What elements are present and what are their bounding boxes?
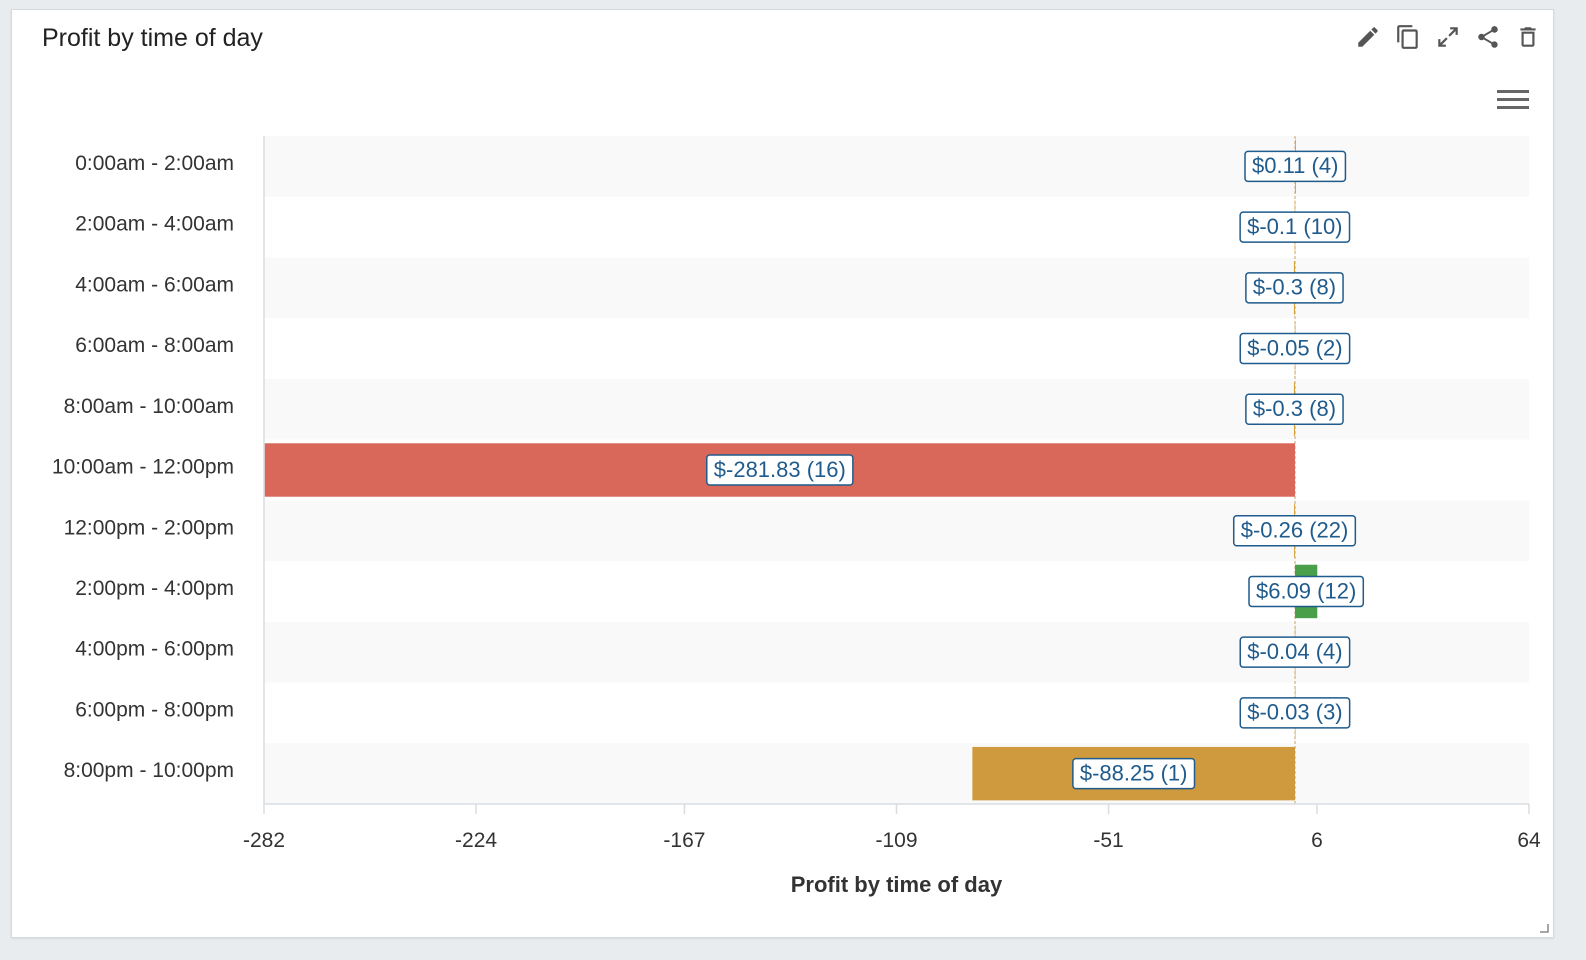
data-label: $6.09 (12) [1248,575,1365,608]
data-label: $-0.04 (4) [1239,636,1351,668]
duplicate-button[interactable] [1391,20,1425,54]
category-label: 6:00pm - 8:00pm [75,698,234,721]
data-label: $-0.05 (2) [1239,332,1351,365]
bar-chart: 0:00am - 2:00am 2:00am - 4:00am 4:00am - 6… [52,136,1541,897]
chart-card: Profit by time of day [11,9,1554,938]
expand-button[interactable] [1431,20,1465,54]
category-label: 10:00am - 12:00pm [52,456,234,479]
data-label-text: $-0.1 (10) [1247,214,1342,239]
data-label-text: $-0.04 (4) [1247,639,1342,664]
hamburger-icon [1497,90,1529,109]
data-label-text: $-0.3 (8) [1253,396,1336,421]
category-label: 0:00am - 2:00am [75,152,234,175]
delete-button[interactable] [1511,20,1545,54]
share-icon [1478,26,1498,48]
x-tick-label: 64 [1517,829,1541,852]
category-labels: 0:00am - 2:00am 2:00am - 4:00am 4:00am - 6… [52,152,234,782]
data-label-text: $-0.26 (22) [1241,518,1349,543]
data-label: $-0.26 (22) [1232,514,1357,547]
card-toolbar [1351,20,1545,54]
expand-icon [1438,27,1458,47]
data-label-text: $6.09 (12) [1256,578,1356,603]
trash-icon [1520,27,1536,47]
x-tick-label: -224 [455,829,497,852]
data-label-box [1239,211,1351,243]
data-labels: $0.11 (4) $-0.1 (10) $-0.3 (8) $-0.05 (2) $-… [706,150,1365,790]
category-label: 4:00pm - 6:00pm [75,638,234,661]
data-label: $-0.3 (8) [1245,272,1344,304]
data-label: $-281.83 (16) [706,454,854,486]
x-tick-label: 6 [1311,829,1323,852]
data-label-text: $-0.03 (3) [1247,700,1342,725]
x-axis-ticks: -282 -224 -167 -109 -51 6 64 [243,804,1541,852]
data-label-text: $-88.25 (1) [1080,760,1188,785]
data-label-box [1072,757,1196,790]
data-label-text: $0.11 (4) [1252,153,1338,178]
x-tick-label: -109 [875,829,917,852]
data-label-box [1239,636,1351,668]
data-label-box [706,454,854,486]
data-label: $-0.1 (10) [1239,211,1351,243]
category-label: 12:00pm - 2:00pm [64,516,234,539]
card-title: Profit by time of day [42,24,263,52]
category-label: 6:00am - 8:00am [75,334,234,357]
data-label-box [1239,697,1351,729]
data-label-box [1232,514,1357,547]
row-band [264,743,1529,804]
edit-button[interactable] [1351,20,1385,54]
chart-menu-button[interactable] [1495,86,1531,114]
copy-icon [1397,25,1418,49]
data-label-box [1248,575,1365,608]
data-label-text: $-0.3 (8) [1253,275,1336,300]
data-label: $0.11 (4) [1244,150,1347,183]
data-label-box [1244,150,1347,183]
category-label: 2:00am - 4:00am [75,213,234,236]
x-tick-label: -51 [1093,829,1123,852]
data-label-text: $-281.83 (16) [714,457,846,482]
data-label-text: $-0.05 (2) [1247,335,1342,360]
data-label: $-88.25 (1) [1072,757,1196,790]
data-label-box [1245,272,1344,304]
x-tick-label: -282 [243,829,285,852]
category-label: 2:00pm - 4:00pm [75,577,234,600]
data-label-box [1245,393,1344,426]
data-label-box [1239,332,1351,365]
share-button[interactable] [1471,20,1505,54]
category-label: 8:00pm - 10:00pm [64,759,234,782]
resize-handle-icon[interactable] [1539,923,1549,933]
category-label: 8:00am - 10:00am [64,395,234,418]
category-label: 4:00am - 6:00am [75,273,234,296]
data-label: $-0.03 (3) [1239,697,1351,729]
x-tick-label: -167 [663,829,705,852]
x-axis-title: Profit by time of day [791,872,1003,897]
data-label: $-0.3 (8) [1245,393,1344,426]
pencil-icon [1358,27,1378,47]
